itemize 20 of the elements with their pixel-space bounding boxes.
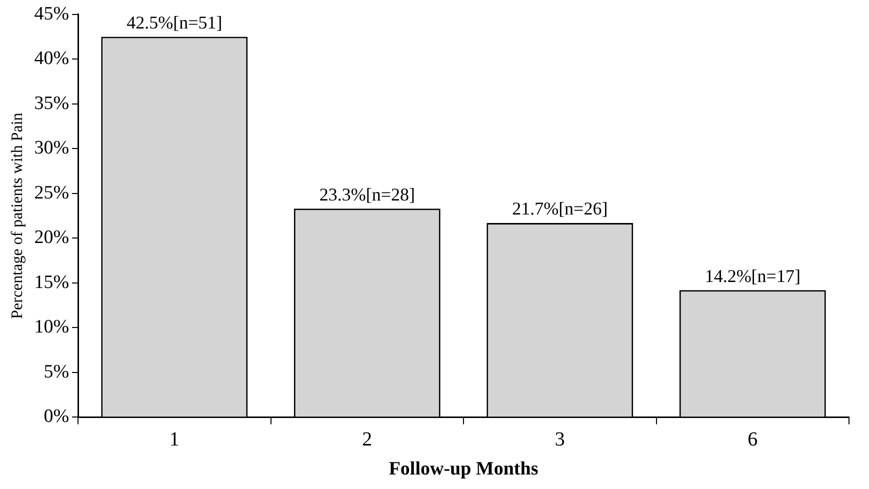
y-tick-label: 20% [34, 227, 70, 248]
y-tick-label: 10% [34, 316, 70, 338]
x-tick-label: 6 [748, 428, 758, 450]
y-tick-label: 15% [34, 272, 70, 293]
x-axis-title: Follow-up Months [388, 458, 538, 480]
y-tick-label: 40% [34, 48, 70, 70]
x-tick-label: 2 [362, 428, 372, 450]
data-label: 23.3%[n=28] [319, 184, 415, 204]
data-label: 21.7%[n=26] [512, 198, 608, 219]
y-tick-label: 25% [34, 182, 70, 204]
data-label: 14.2%[n=17] [704, 266, 800, 286]
y-axis-title: Percentage of patients with Pain [8, 112, 26, 319]
y-tick-label: 30% [34, 138, 70, 159]
y-tick-label: 35% [34, 92, 70, 114]
y-tick-label: 5% [44, 361, 70, 382]
data-label: 42.5%[n=51] [126, 12, 222, 33]
x-tick-label: 3 [554, 428, 565, 450]
y-tick-label: 45% [34, 3, 70, 24]
x-tick-label: 1 [169, 428, 180, 450]
y-tick-label: 0% [44, 406, 70, 428]
